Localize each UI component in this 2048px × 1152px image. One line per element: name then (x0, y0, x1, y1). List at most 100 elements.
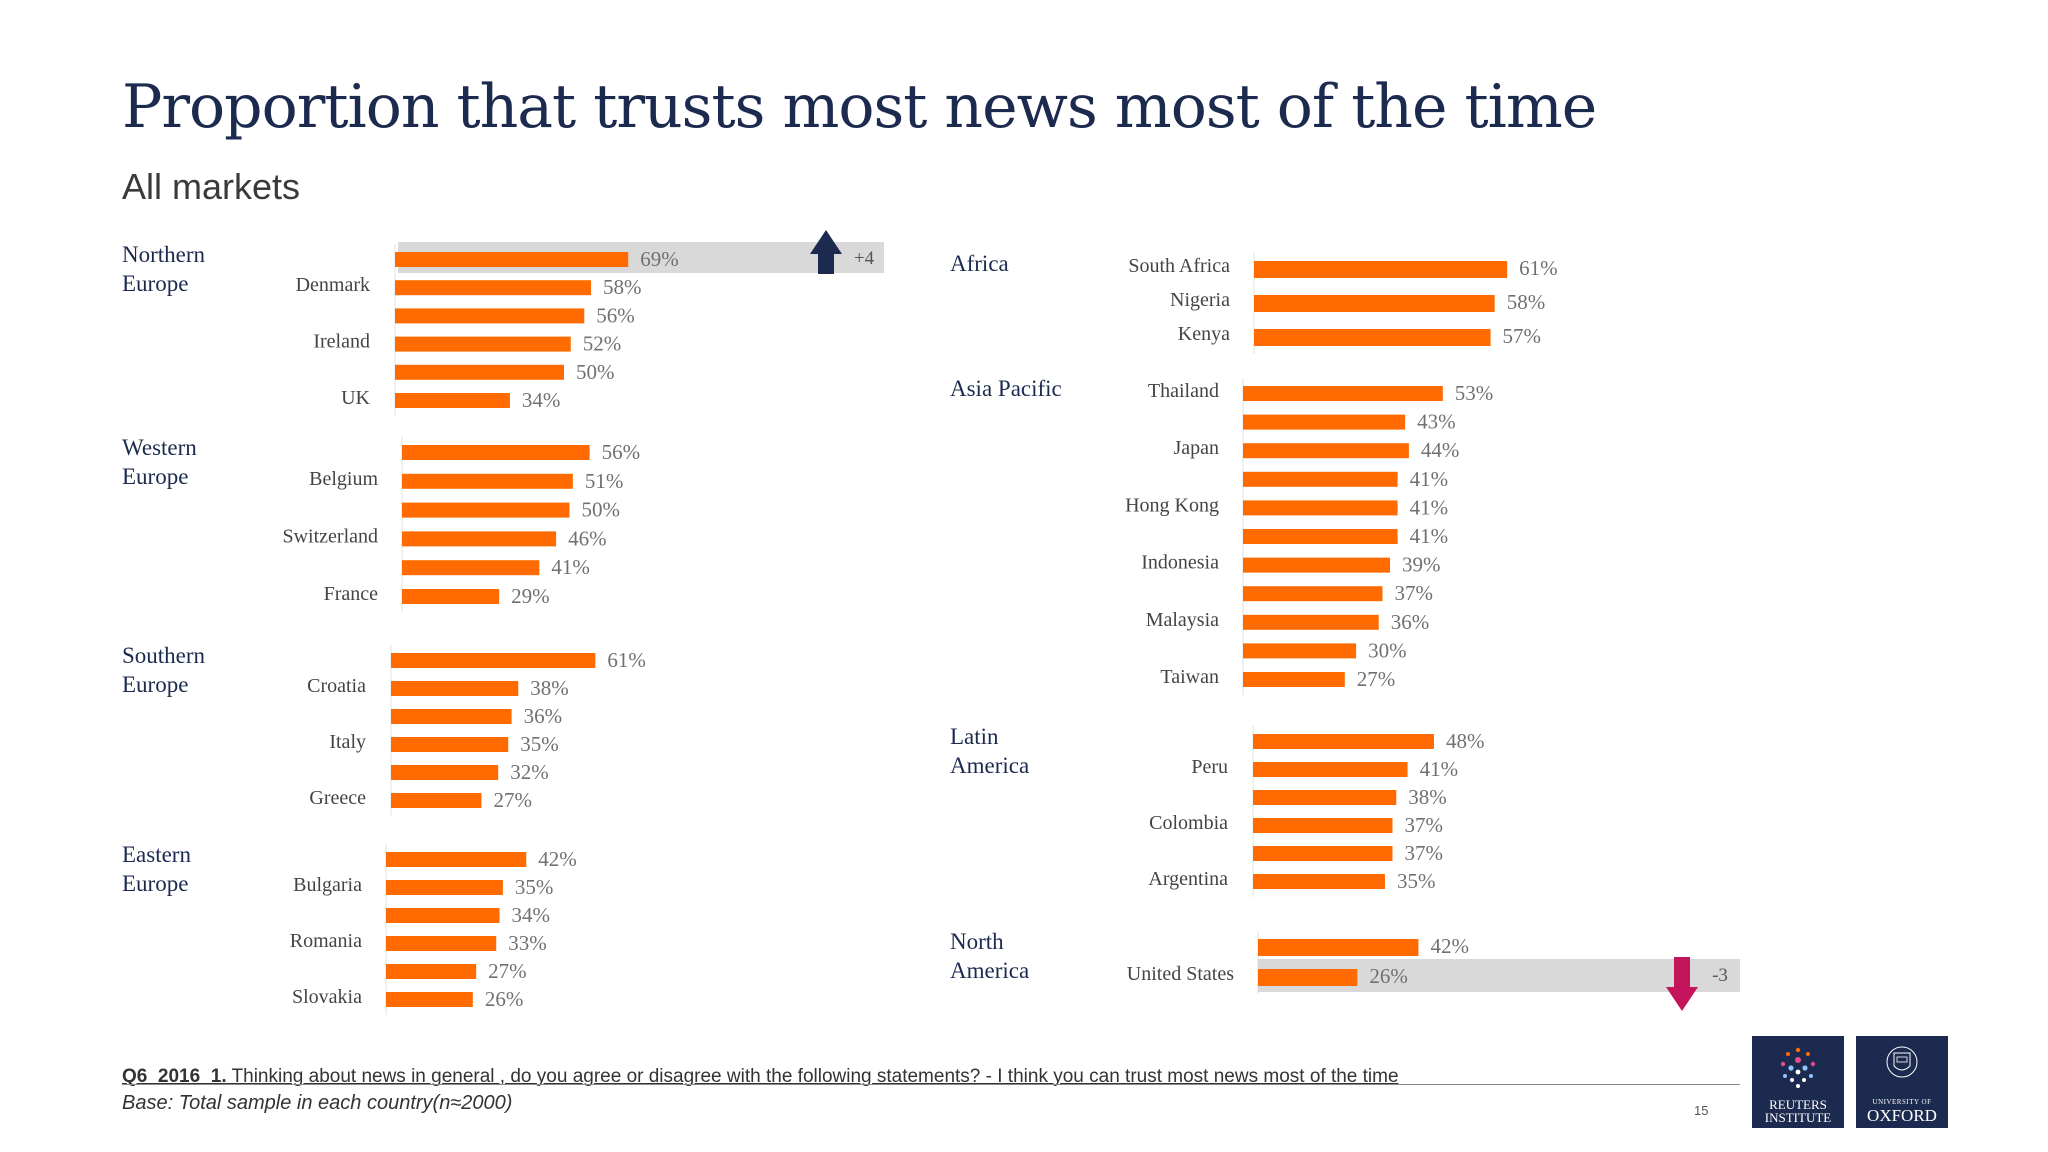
country-label: Switzerland (282, 525, 378, 547)
bar (1253, 734, 1434, 749)
bar (395, 336, 571, 352)
bar (402, 589, 500, 604)
bar (1243, 500, 1398, 516)
value-label: 56% (602, 440, 641, 464)
bar (1258, 939, 1419, 956)
country-label: Belgium (309, 468, 378, 490)
reuters-logo-text: REUTERS INSTITUTE (1752, 1098, 1844, 1124)
value-label: 27% (488, 959, 527, 983)
value-label: 41% (1410, 467, 1449, 491)
oxford-crest-icon (1886, 1046, 1918, 1078)
value-label: 44% (1421, 438, 1460, 462)
page-title: Proportion that trusts most news most of… (122, 72, 1597, 142)
value-label: 38% (1408, 785, 1447, 809)
value-label: 39% (1402, 553, 1441, 577)
value-label: 27% (1357, 667, 1396, 691)
value-label: 38% (530, 676, 569, 700)
page-subtitle: All markets (122, 166, 301, 207)
bar (395, 393, 510, 408)
bar (1253, 790, 1397, 805)
value-label: 37% (1394, 581, 1433, 605)
value-label: 37% (1404, 841, 1443, 865)
value-label: 34% (522, 388, 561, 412)
region-label: Europe (122, 871, 188, 896)
country-label: France (324, 583, 379, 605)
bar (1243, 643, 1357, 659)
region-label: Eastern (122, 842, 191, 867)
value-label: 42% (1430, 934, 1469, 958)
footer-divider (122, 1084, 1740, 1085)
value-label: 50% (582, 498, 621, 522)
value-label: 56% (596, 303, 635, 327)
value-label: 36% (1391, 610, 1430, 634)
bar (391, 653, 596, 668)
bar (391, 737, 509, 752)
bar (1254, 295, 1495, 312)
bar (386, 852, 527, 867)
bar (386, 936, 497, 951)
reuters-institute-logo: REUTERS INSTITUTE (1752, 1036, 1844, 1128)
region-label: Western (122, 435, 197, 460)
region-label: North (950, 929, 1004, 954)
country-label: Bulgaria (293, 874, 362, 896)
country-label: Thailand (1148, 380, 1219, 402)
value-label: 69% (640, 247, 679, 271)
bar (1254, 329, 1491, 346)
university-of-oxford-logo: UNIVERSITY OF OXFORD (1856, 1036, 1948, 1128)
country-label: Italy (329, 731, 366, 753)
bar (1253, 762, 1408, 777)
page-number: 15 (1694, 1103, 1709, 1118)
value-label: 35% (515, 875, 554, 899)
bar (402, 445, 590, 460)
value-label: 30% (1368, 638, 1407, 662)
reuters-logo-line: REUTERS (1769, 1097, 1827, 1112)
bar (1253, 846, 1393, 861)
value-label: 48% (1446, 729, 1485, 753)
bar (386, 908, 500, 923)
question-id: Q6_2016_1. (122, 1066, 227, 1087)
bar (395, 280, 592, 296)
bar (1253, 874, 1385, 889)
value-label: 41% (551, 555, 590, 579)
footer-base-note: Base: Total sample in each country(n≈200… (122, 1092, 513, 1114)
value-label: 42% (538, 847, 577, 871)
country-label: Kenya (1178, 323, 1230, 345)
value-label: 41% (1420, 757, 1459, 781)
country-label: Slovakia (292, 986, 362, 1008)
bar (395, 308, 585, 324)
country-label: United States (1127, 963, 1234, 985)
region-label: America (950, 958, 1029, 983)
value-label: 46% (568, 526, 607, 550)
value-label: 57% (1503, 324, 1542, 348)
bar (1243, 614, 1379, 630)
footer-question: Q6_2016_1. Thinking about news in genera… (122, 1066, 1399, 1088)
bar (402, 473, 573, 489)
bar (395, 364, 564, 380)
question-text: Thinking about news in general , do you … (226, 1066, 1399, 1087)
value-label: 51% (585, 469, 624, 493)
country-label: Ireland (313, 331, 370, 353)
bar (391, 709, 512, 724)
oxford-logo-small-text: UNIVERSITY OF (1872, 1098, 1932, 1106)
value-label: 35% (1397, 869, 1436, 893)
region-label: Latin (950, 724, 999, 749)
country-label: Taiwan (1160, 666, 1219, 688)
bar (395, 252, 629, 267)
oxford-logo-big-text: OXFORD (1867, 1106, 1937, 1125)
country-label: Croatia (307, 675, 366, 697)
region-label: Southern (122, 643, 206, 668)
country-label: UK (341, 387, 370, 409)
bar (391, 793, 482, 808)
country-label: Nigeria (1170, 289, 1230, 311)
value-label: 29% (511, 584, 550, 608)
value-label: 26% (1369, 964, 1408, 988)
country-label: South Africa (1128, 255, 1230, 277)
region-label: Europe (122, 464, 188, 489)
bar (386, 880, 503, 895)
value-label: 61% (1519, 256, 1558, 280)
bar (391, 765, 499, 780)
bar (386, 964, 477, 979)
bar (402, 531, 557, 547)
value-label: 43% (1417, 410, 1456, 434)
